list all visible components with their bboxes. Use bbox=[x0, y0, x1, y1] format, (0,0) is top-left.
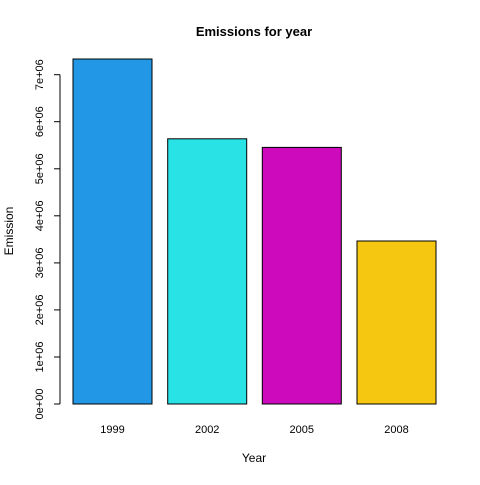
y-axis-label: Emission bbox=[2, 207, 16, 256]
x-tick-label: 2008 bbox=[384, 424, 408, 436]
chart-title: Emissions for year bbox=[196, 24, 312, 39]
x-tick-label: 2005 bbox=[290, 424, 314, 436]
bar-2008 bbox=[356, 240, 437, 405]
y-tick-label: 2e+06 bbox=[34, 294, 46, 325]
y-tick-label: 3e+06 bbox=[34, 247, 46, 278]
x-tick-label: 2002 bbox=[195, 424, 219, 436]
y-tick-label: 1e+06 bbox=[34, 342, 46, 373]
bar-1999 bbox=[72, 58, 153, 405]
y-axis: 0e+00 1e+06 2e+06 3e+06 4e+06 5e+06 6e+06 7e+06 bbox=[34, 59, 61, 420]
x-axis-label: Year bbox=[242, 451, 266, 465]
bar-2002 bbox=[167, 138, 248, 405]
y-tick-label: 0e+00 bbox=[34, 389, 46, 420]
y-tick-label: 7e+06 bbox=[34, 59, 46, 90]
bar-2005 bbox=[261, 146, 342, 405]
x-tick-labels: 1999 2002 2005 2008 bbox=[100, 424, 408, 436]
y-tick-label: 5e+06 bbox=[34, 153, 46, 184]
bars-group bbox=[72, 58, 437, 405]
y-tick-label: 4e+06 bbox=[34, 200, 46, 231]
x-tick-label: 1999 bbox=[100, 424, 124, 436]
y-tick-label: 6e+06 bbox=[34, 106, 46, 137]
